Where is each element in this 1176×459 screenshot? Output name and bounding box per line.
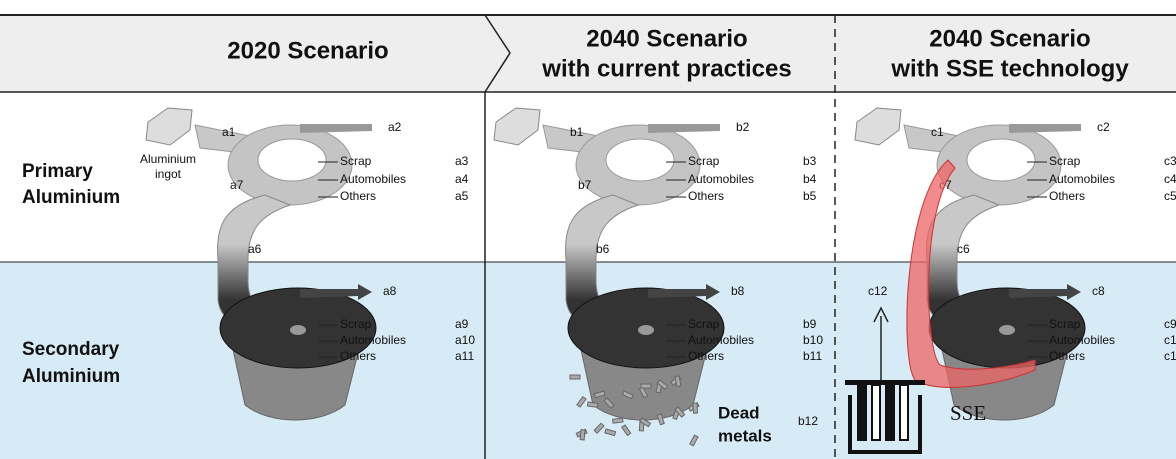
flow-code: c3 [1164, 154, 1176, 168]
diagram: Scrap Automobiles Others Scrap Automobiles Ot… [0, 0, 1176, 459]
flow-code: a11 [455, 349, 474, 363]
ring-hole [258, 139, 326, 181]
stream-label: Others [340, 349, 376, 363]
ring-hole [606, 139, 674, 181]
flow-code: a5 [455, 189, 469, 203]
flow-code: c1 [931, 125, 944, 139]
stream-label: Scrap [340, 317, 372, 331]
stream-label: Scrap [688, 317, 720, 331]
ingot-label: Aluminium [140, 152, 196, 166]
outlet [300, 124, 372, 133]
disk-hub [999, 325, 1015, 335]
dead-metals: metals [718, 426, 772, 445]
flow-code: b6 [596, 242, 610, 256]
flow-code: c10 [1164, 333, 1176, 347]
electrode [886, 385, 894, 440]
row-label: Primary [22, 161, 93, 182]
row-label: Aluminium [22, 366, 120, 387]
stream-label: Automobiles [688, 172, 754, 186]
flow-code: b1 [570, 125, 584, 139]
column-title: with SSE technology [890, 55, 1129, 82]
stream-label: Automobiles [688, 333, 754, 347]
electrode [872, 385, 880, 440]
electrode [900, 385, 908, 440]
flow-code: c9 [1164, 317, 1176, 331]
flow-code: b12 [798, 414, 818, 428]
row-label: Secondary [22, 339, 120, 360]
column-title: 2040 Scenario [586, 25, 747, 52]
stream-label: Automobiles [1049, 172, 1115, 186]
scrap-piece [613, 418, 623, 423]
flow-code: a7 [230, 178, 244, 192]
column-title: 2020 Scenario [227, 37, 388, 64]
flow-code: b5 [803, 189, 817, 203]
ingot [855, 108, 901, 145]
column-title: with current practices [541, 55, 791, 82]
flow-code: b3 [803, 154, 817, 168]
column-title: 2040 Scenario [929, 25, 1090, 52]
flow-code: c8 [1092, 284, 1105, 298]
scrap-piece [641, 384, 651, 388]
scrap-piece [587, 402, 597, 407]
scrap-piece [580, 430, 585, 440]
flow-code: c2 [1097, 120, 1110, 134]
flow-code: a10 [455, 333, 475, 347]
flow-code: a2 [388, 120, 402, 134]
disk-hub [290, 325, 306, 335]
flow-code: b10 [803, 333, 823, 347]
flow-code: b2 [736, 120, 750, 134]
flow-code: a4 [455, 172, 469, 186]
flow-code: a8 [383, 284, 397, 298]
stream-label: Automobiles [340, 172, 406, 186]
stream-label: Automobiles [340, 333, 406, 347]
disk-hub [638, 325, 654, 335]
stream-label: Others [340, 189, 376, 203]
flow-code: c6 [957, 242, 970, 256]
electrode [858, 385, 866, 440]
flow-code: a6 [248, 242, 262, 256]
ingot-label: ingot [155, 167, 182, 181]
row-label: Aluminium [22, 187, 120, 208]
flow-code: c11 [1164, 349, 1176, 363]
flow-code: a3 [455, 154, 469, 168]
stream-label: Scrap [688, 154, 720, 168]
outlet [1009, 124, 1081, 133]
flow-code: a1 [222, 125, 236, 139]
stream-label: Scrap [340, 154, 372, 168]
flow-code: c12 [868, 284, 888, 298]
stream-label: Others [688, 349, 724, 363]
stream-label: Others [688, 189, 724, 203]
ingot [146, 108, 192, 145]
flow-code: b11 [803, 349, 822, 363]
flow-code: b8 [731, 284, 745, 298]
outlet [648, 124, 720, 133]
stream-label: Others [1049, 189, 1085, 203]
flow-code: c4 [1164, 172, 1176, 186]
ingot [494, 108, 540, 145]
stream-label: Scrap [1049, 317, 1081, 331]
stream-label: Scrap [1049, 154, 1081, 168]
sse-label: SSE [950, 401, 986, 425]
flow-code: c5 [1164, 189, 1176, 203]
stream-label: Others [1049, 349, 1085, 363]
flow-code: b9 [803, 317, 817, 331]
stream-label: Automobiles [1049, 333, 1115, 347]
ring-hole [967, 139, 1035, 181]
scrap-piece [570, 375, 580, 379]
dead-metals: Dead [718, 403, 760, 422]
scrap-piece [693, 403, 698, 413]
flow-code: a9 [455, 317, 469, 331]
flow-code: b4 [803, 172, 817, 186]
flow-code: b7 [578, 178, 592, 192]
